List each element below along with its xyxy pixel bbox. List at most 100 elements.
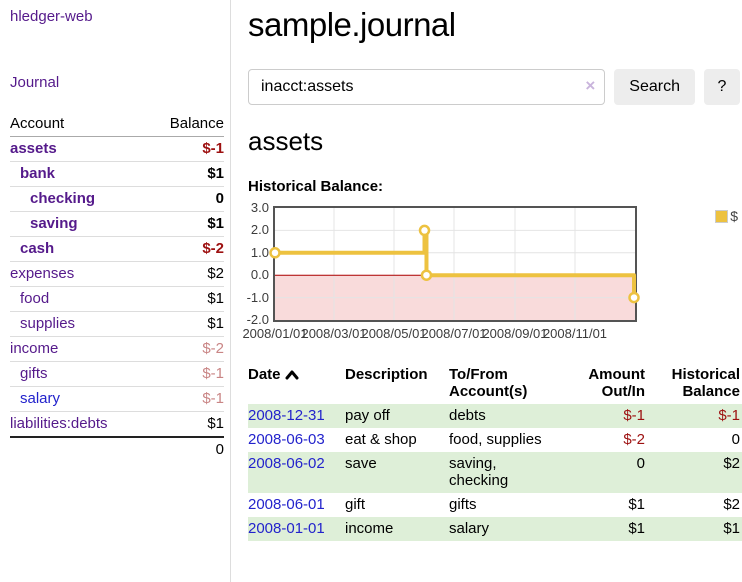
register-balance: 0 [731, 431, 740, 448]
account-link-supplies[interactable]: supplies [20, 315, 76, 332]
account-balance: $-1 [147, 386, 224, 412]
account-link-assets[interactable]: assets [10, 140, 57, 157]
account-link-bank[interactable]: bank [20, 165, 56, 182]
y-tick-label: 2.0 [250, 222, 269, 238]
account-heading: assets [248, 126, 324, 156]
brand-link[interactable]: hledger-web [10, 8, 93, 25]
account-link-gifts[interactable]: gifts [20, 365, 48, 382]
account-balance: $1 [147, 286, 224, 312]
register-row: 2008-01-01 income salary $1 $1 [248, 517, 742, 541]
x-tick-label: 2008/07/01 [421, 326, 487, 341]
register-date-link[interactable]: 2008-06-02 [248, 455, 325, 472]
help-button[interactable]: ? [704, 69, 740, 105]
account-balance: 0 [147, 186, 224, 212]
y-tick-label: -1.0 [246, 289, 269, 305]
register-accounts: saving, checking [449, 455, 509, 489]
account-row: supplies $1 [10, 311, 224, 337]
register-header-date[interactable]: Date [248, 364, 345, 404]
sort-ascending-icon [285, 370, 299, 380]
account-row: liabilities:debts $1 [10, 411, 224, 437]
chart-plot [269, 206, 640, 322]
register-header-row: Date Description To/From Account(s) Amou… [248, 364, 742, 404]
search-clear-icon[interactable]: × [585, 76, 596, 95]
register-header-balance: Historical Balance [671, 366, 740, 400]
historical-balance-chart: 3.0 2.0 1.0 0.0 -1.0 -2.0 $ 2008/01/01 2008/03… [242, 200, 742, 342]
account-row: assets $-1 [10, 137, 224, 162]
register-description: eat & shop [345, 431, 417, 448]
accounts-total-row: 0 [10, 436, 224, 462]
x-tick-label: 2008/03/01 [301, 326, 367, 341]
register-balance: $1 [723, 520, 740, 537]
register-row: 2008-06-03 eat & shop food, supplies $-2… [248, 428, 742, 452]
account-balance: $-1 [202, 140, 224, 157]
register-date-link[interactable]: 2008-12-31 [248, 407, 325, 424]
account-row: expenses $2 [10, 261, 224, 287]
account-balance: $-2 [147, 236, 224, 262]
register-amount: $1 [628, 496, 645, 513]
account-link-liabilities-debts[interactable]: liabilities:debts [10, 415, 108, 432]
account-balance: $-2 [147, 336, 224, 362]
account-balance: $1 [147, 311, 224, 337]
account-link-expenses[interactable]: expenses [10, 265, 75, 282]
search-button[interactable]: Search [614, 69, 695, 105]
register-accounts: gifts [449, 496, 477, 513]
account-balance: $1 [147, 411, 224, 437]
x-tick-label: 2008/05/01 [361, 326, 427, 341]
account-link-income[interactable]: income [10, 340, 59, 357]
register-description: save [345, 455, 377, 472]
register-description: gift [345, 496, 366, 513]
search-form: × Search ? [248, 69, 740, 105]
x-tick-label: 2008/11/01 [542, 326, 608, 341]
account-row: income $-2 [10, 336, 224, 362]
chart-heading: Historical Balance: [248, 178, 384, 195]
y-tick-label: 0.0 [250, 267, 269, 283]
account-balance: $1 [147, 161, 224, 187]
account-balance: $2 [147, 261, 224, 287]
x-tick-label: 2008/01/01 [242, 326, 308, 341]
register-header-accounts: To/From Account(s) [449, 366, 528, 400]
register-date-link[interactable]: 2008-01-01 [248, 520, 325, 537]
account-link-food[interactable]: food [20, 290, 50, 307]
legend-swatch-icon [715, 209, 729, 223]
account-row: salary $-1 [10, 386, 224, 412]
register-header-amount: Amount Out/In [588, 366, 645, 400]
x-tick-label: 2008/09/01 [482, 326, 548, 341]
account-link-checking[interactable]: checking [30, 190, 96, 207]
chart-x-axis: 2008/01/01 2008/03/01 2008/05/01 2008/07/01… [242, 326, 639, 342]
register-balance: $2 [723, 496, 740, 513]
accounts-header-balance: Balance [147, 112, 224, 137]
y-tick-label: 1.0 [250, 244, 269, 260]
register-row: 2008-12-31 pay off debts $-1 $-1 [248, 404, 742, 428]
sidebar-item-journal[interactable]: Journal [10, 74, 60, 91]
register-row: 2008-06-02 save saving, checking 0 $2 [248, 452, 742, 493]
register-description: income [345, 520, 394, 537]
accounts-header-row: Account Balance [10, 112, 224, 137]
account-row: bank $1 [10, 161, 224, 187]
register-date-link[interactable]: 2008-06-03 [248, 431, 325, 448]
account-row: gifts $-1 [10, 361, 224, 387]
accounts-total: 0 [147, 436, 224, 462]
register-table: Date Description To/From Account(s) Amou… [248, 364, 742, 541]
legend-label: $ [730, 208, 738, 224]
register-amount: 0 [636, 455, 645, 472]
y-tick-label: 3.0 [250, 200, 269, 215]
register-accounts: food, supplies [449, 431, 542, 448]
account-link-saving[interactable]: saving [30, 215, 78, 232]
account-balance: $1 [147, 211, 224, 237]
account-link-cash[interactable]: cash [20, 240, 55, 257]
account-row: saving $1 [10, 211, 224, 237]
page-title: sample.journal [248, 6, 456, 43]
register-row: 2008-06-01 gift gifts $1 $2 [248, 493, 742, 517]
chart-svg [269, 208, 640, 320]
account-link-salary[interactable]: salary [20, 390, 61, 407]
search-input[interactable] [248, 69, 606, 105]
account-balance: $-1 [147, 361, 224, 387]
accounts-table: Account Balance assets $-1 bank $1 check… [10, 112, 224, 462]
register-balance: $2 [723, 455, 740, 472]
register-date-link[interactable]: 2008-06-01 [248, 496, 325, 513]
register-accounts: salary [449, 520, 490, 537]
register-header-description: Description [345, 366, 428, 383]
y-tick-label: -2.0 [246, 312, 269, 327]
register-balance: $-1 [718, 407, 740, 424]
search-input-wrap: × [248, 69, 606, 105]
